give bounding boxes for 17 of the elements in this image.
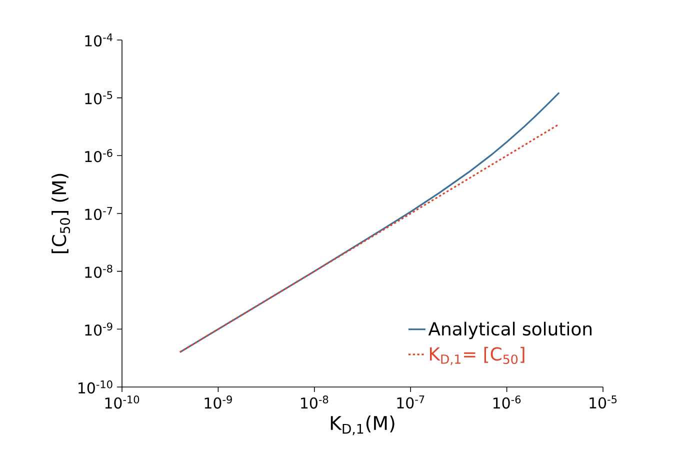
x-axis-title: K$_{D,1}$(M)	[330, 416, 394, 436]
y-tick-label: 10$^{-6}$	[85, 149, 112, 162]
x-tick-label: 10$^{-6}$	[493, 396, 521, 409]
y-tick-label: 10$^{-5}$	[85, 91, 112, 104]
y-tick-label: 10$^{-9}$	[85, 322, 112, 336]
y-tick-label: 10$^{-10}$	[78, 380, 112, 394]
x-tick-label: 10$^{-7}$	[397, 396, 424, 409]
x-tick-label: 10$^{-9}$	[204, 396, 232, 409]
legend-label: K$_{D,1}$= [C$_{50}$]	[430, 346, 524, 366]
y-tick-label: 10$^{-8}$	[85, 264, 112, 278]
y-tick-label: 10$^{-4}$	[85, 33, 112, 47]
x-tick-label: 10$^{-10}$	[105, 396, 140, 409]
y-axis-title: [C$_{50}$] (M)	[52, 174, 70, 254]
x-tick-label: 10$^{-8}$	[301, 396, 328, 409]
y-tick-label: 10$^{-7}$	[85, 206, 112, 220]
x-tick-label: 10$^{-5}$	[590, 396, 617, 409]
legend-label: Analytical solution	[428, 322, 592, 340]
